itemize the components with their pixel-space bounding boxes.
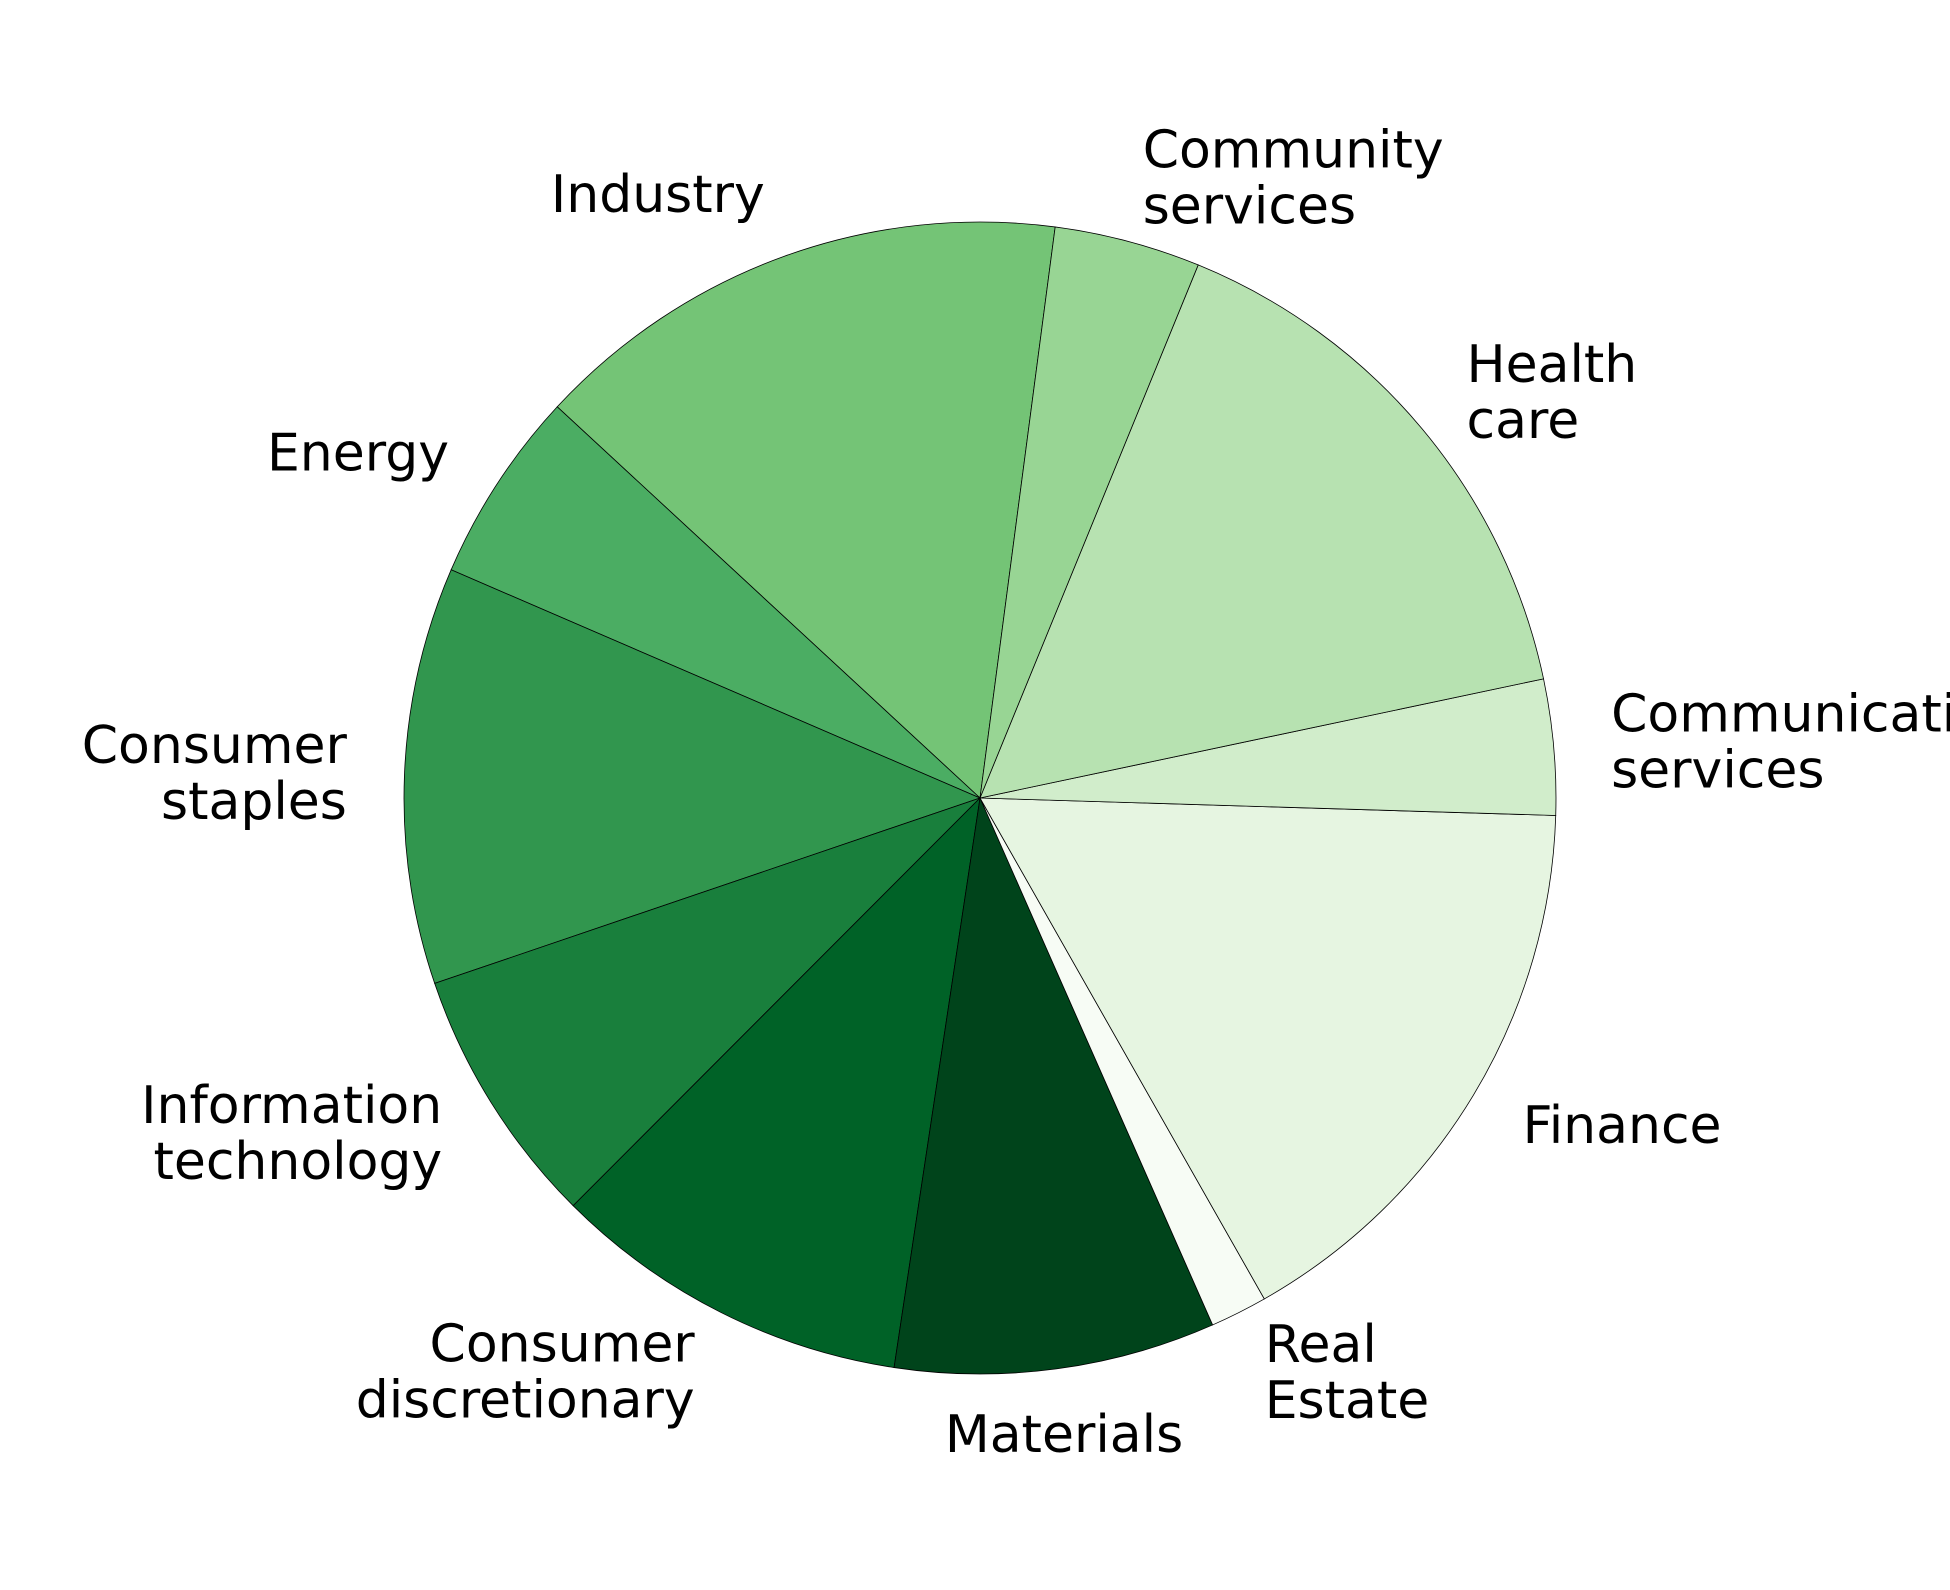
- pie-label-real-estate: Real Estate: [1265, 1315, 1430, 1431]
- pie-label-line: discretionary: [356, 1371, 695, 1431]
- pie-slice-consumer-discretionary: [572, 796, 981, 1369]
- pie-label-industry: Industry: [551, 165, 765, 225]
- pie-label-community-services: Community services: [1143, 121, 1444, 237]
- pie-label-line: Finance: [1523, 1096, 1722, 1156]
- pie-slice-materials: [893, 796, 1214, 1375]
- pie-label-line: services: [1143, 177, 1356, 237]
- pie-slice-industry: [556, 221, 1056, 799]
- pie-slice-consumer-staples: [403, 569, 982, 984]
- pie-label-line: care: [1467, 391, 1580, 451]
- pie-slice-health-care: [979, 264, 1545, 799]
- pie-label-line: Health: [1467, 335, 1638, 395]
- pie-label-consumer-staples: Consumer staples: [82, 716, 348, 832]
- pie-label-line: staples: [161, 772, 347, 832]
- pie-slice-community-services: [979, 226, 1199, 799]
- pie-label-line: Communication: [1611, 685, 1950, 745]
- pie-label-line: Consumer: [82, 716, 348, 776]
- pie-label-communication-services: Communicationservices: [1611, 685, 1950, 801]
- pie-label-consumer-discretionary: Consumer discretionary: [356, 1315, 696, 1431]
- pie-label-line: services: [1611, 741, 1824, 801]
- pie-label-line: Information: [141, 1076, 442, 1136]
- pie-label-information-technology: Information technology: [141, 1076, 442, 1192]
- pie-label-line: Community: [1143, 121, 1444, 181]
- pie-label-line: Industry: [551, 165, 765, 225]
- pie-slices: [403, 221, 1557, 1375]
- pie-label-energy: Energy: [267, 423, 449, 483]
- pie-slice-energy: [450, 406, 981, 799]
- pie-label-line: technology: [153, 1132, 442, 1192]
- pie-slice-finance: [979, 797, 1557, 1300]
- pie-label-line: Consumer: [430, 1315, 696, 1375]
- pie-label-line: Materials: [945, 1405, 1183, 1465]
- pie-label-line: Estate: [1265, 1371, 1430, 1431]
- pie-label-line: Energy: [267, 423, 449, 483]
- pie-label-materials: Materials: [945, 1405, 1183, 1465]
- pie-label-finance: Finance: [1523, 1096, 1722, 1156]
- pie-label-line: Real: [1265, 1315, 1377, 1375]
- pie-slice-information-technology: [434, 797, 981, 1207]
- pie-label-health-care: Health care: [1467, 335, 1638, 451]
